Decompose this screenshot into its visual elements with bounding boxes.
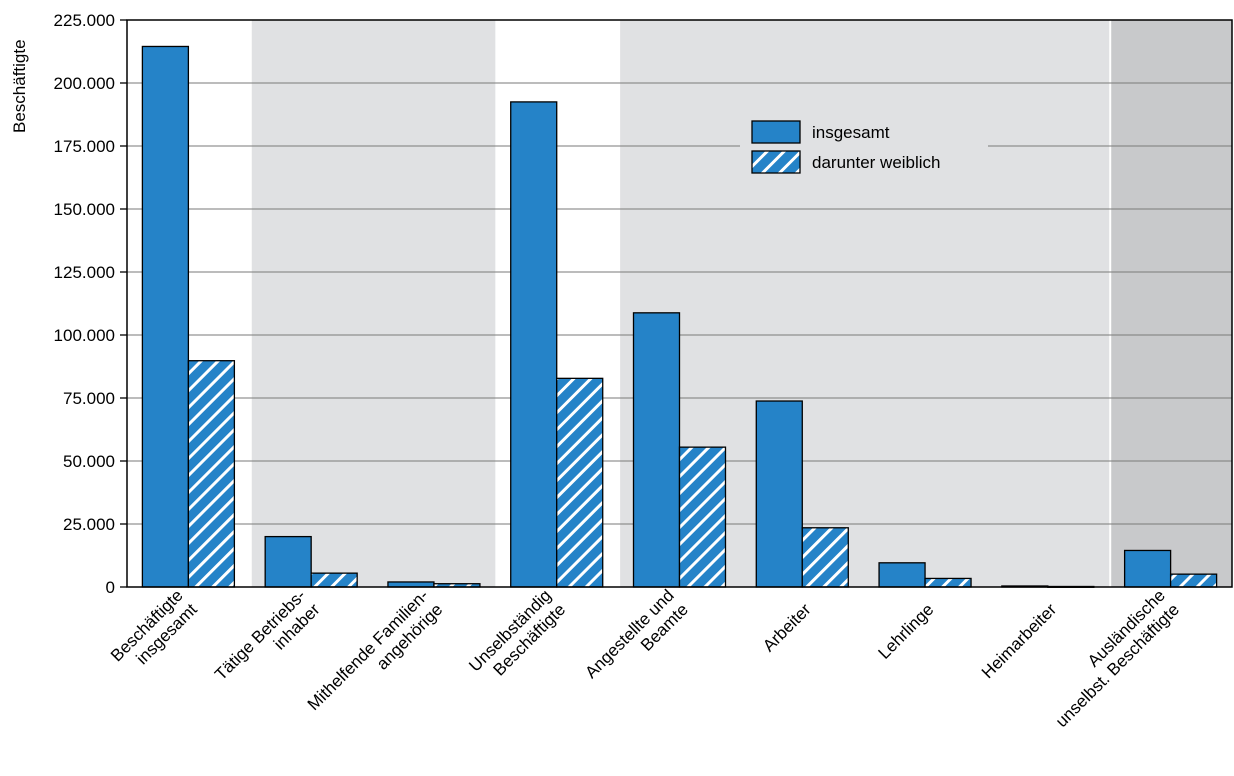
bars <box>141 45 1218 588</box>
category-label-line: unselbst. Beschäftigte <box>1052 600 1183 731</box>
y-tick-label: 25.000 <box>63 515 115 534</box>
bar-insgesamt <box>264 535 312 588</box>
bar-weiblich <box>310 572 358 588</box>
y-tick-label: 100.000 <box>54 326 115 345</box>
background-band <box>1111 20 1232 587</box>
category-label-line: Heimarbeiter <box>978 600 1060 682</box>
bar-insgesamt <box>1123 549 1172 588</box>
category-label: Heimarbeiter <box>978 600 1060 682</box>
category-labels: Beschäftigteinsgesamt Tätige Betriebs-inh… <box>107 586 1183 731</box>
category-label: Angestellte undBeamte <box>581 586 691 696</box>
category-label: Mithelfende Familien-angehörige <box>304 586 446 728</box>
bar-weiblich <box>801 527 849 588</box>
category-label: Tätige Betriebs-inhaber <box>211 586 324 699</box>
bar-insgesamt <box>755 400 803 588</box>
bar-insgesamt <box>387 581 435 588</box>
bar-insgesamt <box>632 312 681 588</box>
category-label: Ausländischeunselbst. Beschäftigte <box>1038 586 1183 731</box>
category-label: Lehrlinge <box>875 600 938 663</box>
y-tick-label: 150.000 <box>54 200 115 219</box>
legend-swatch-insgesamt <box>751 120 801 144</box>
y-tick-labels: 0 25.000 50.000 75.000 100.000 125.000 150.000… <box>54 11 115 597</box>
category-label: Beschäftigteinsgesamt <box>107 586 201 680</box>
bar-weiblich <box>187 360 236 588</box>
legend-label-insgesamt: insgesamt <box>812 123 890 142</box>
axes <box>120 19 1233 588</box>
legend-label-darunter-weiblich: darunter weiblich <box>812 153 941 172</box>
bar-weiblich <box>556 377 604 588</box>
y-tick-label: 125.000 <box>54 263 115 282</box>
category-label-line: Arbeiter <box>759 600 815 656</box>
y-tick-label: 175.000 <box>54 137 115 156</box>
bar-weiblich <box>924 577 972 588</box>
plot-frame <box>126 19 1233 588</box>
legend: insgesamt darunter weiblich <box>740 112 988 184</box>
category-label-line: Lehrlinge <box>875 600 938 663</box>
y-tick-label: 0 <box>106 578 115 597</box>
bar-weiblich <box>1169 573 1218 588</box>
bar-insgesamt <box>141 45 190 588</box>
y-tick-label: 200.000 <box>54 74 115 93</box>
bar-insgesamt <box>878 562 926 588</box>
background-band <box>251 20 496 587</box>
bar-weiblich <box>678 446 727 588</box>
bar-insgesamt <box>510 101 558 588</box>
background-bands <box>251 20 1232 587</box>
y-tick-label: 75.000 <box>63 389 115 408</box>
category-label-line: Mithelfende Familien- <box>304 586 432 714</box>
y-tick-label: 50.000 <box>63 452 115 471</box>
y-axis-label: Beschäftigte <box>10 39 29 133</box>
category-label: Arbeiter <box>759 600 815 656</box>
y-tick-label: 225.000 <box>54 11 115 30</box>
category-label: UnselbständigBeschäftigte <box>465 586 569 690</box>
legend-swatch-darunter-weiblich <box>751 150 801 174</box>
